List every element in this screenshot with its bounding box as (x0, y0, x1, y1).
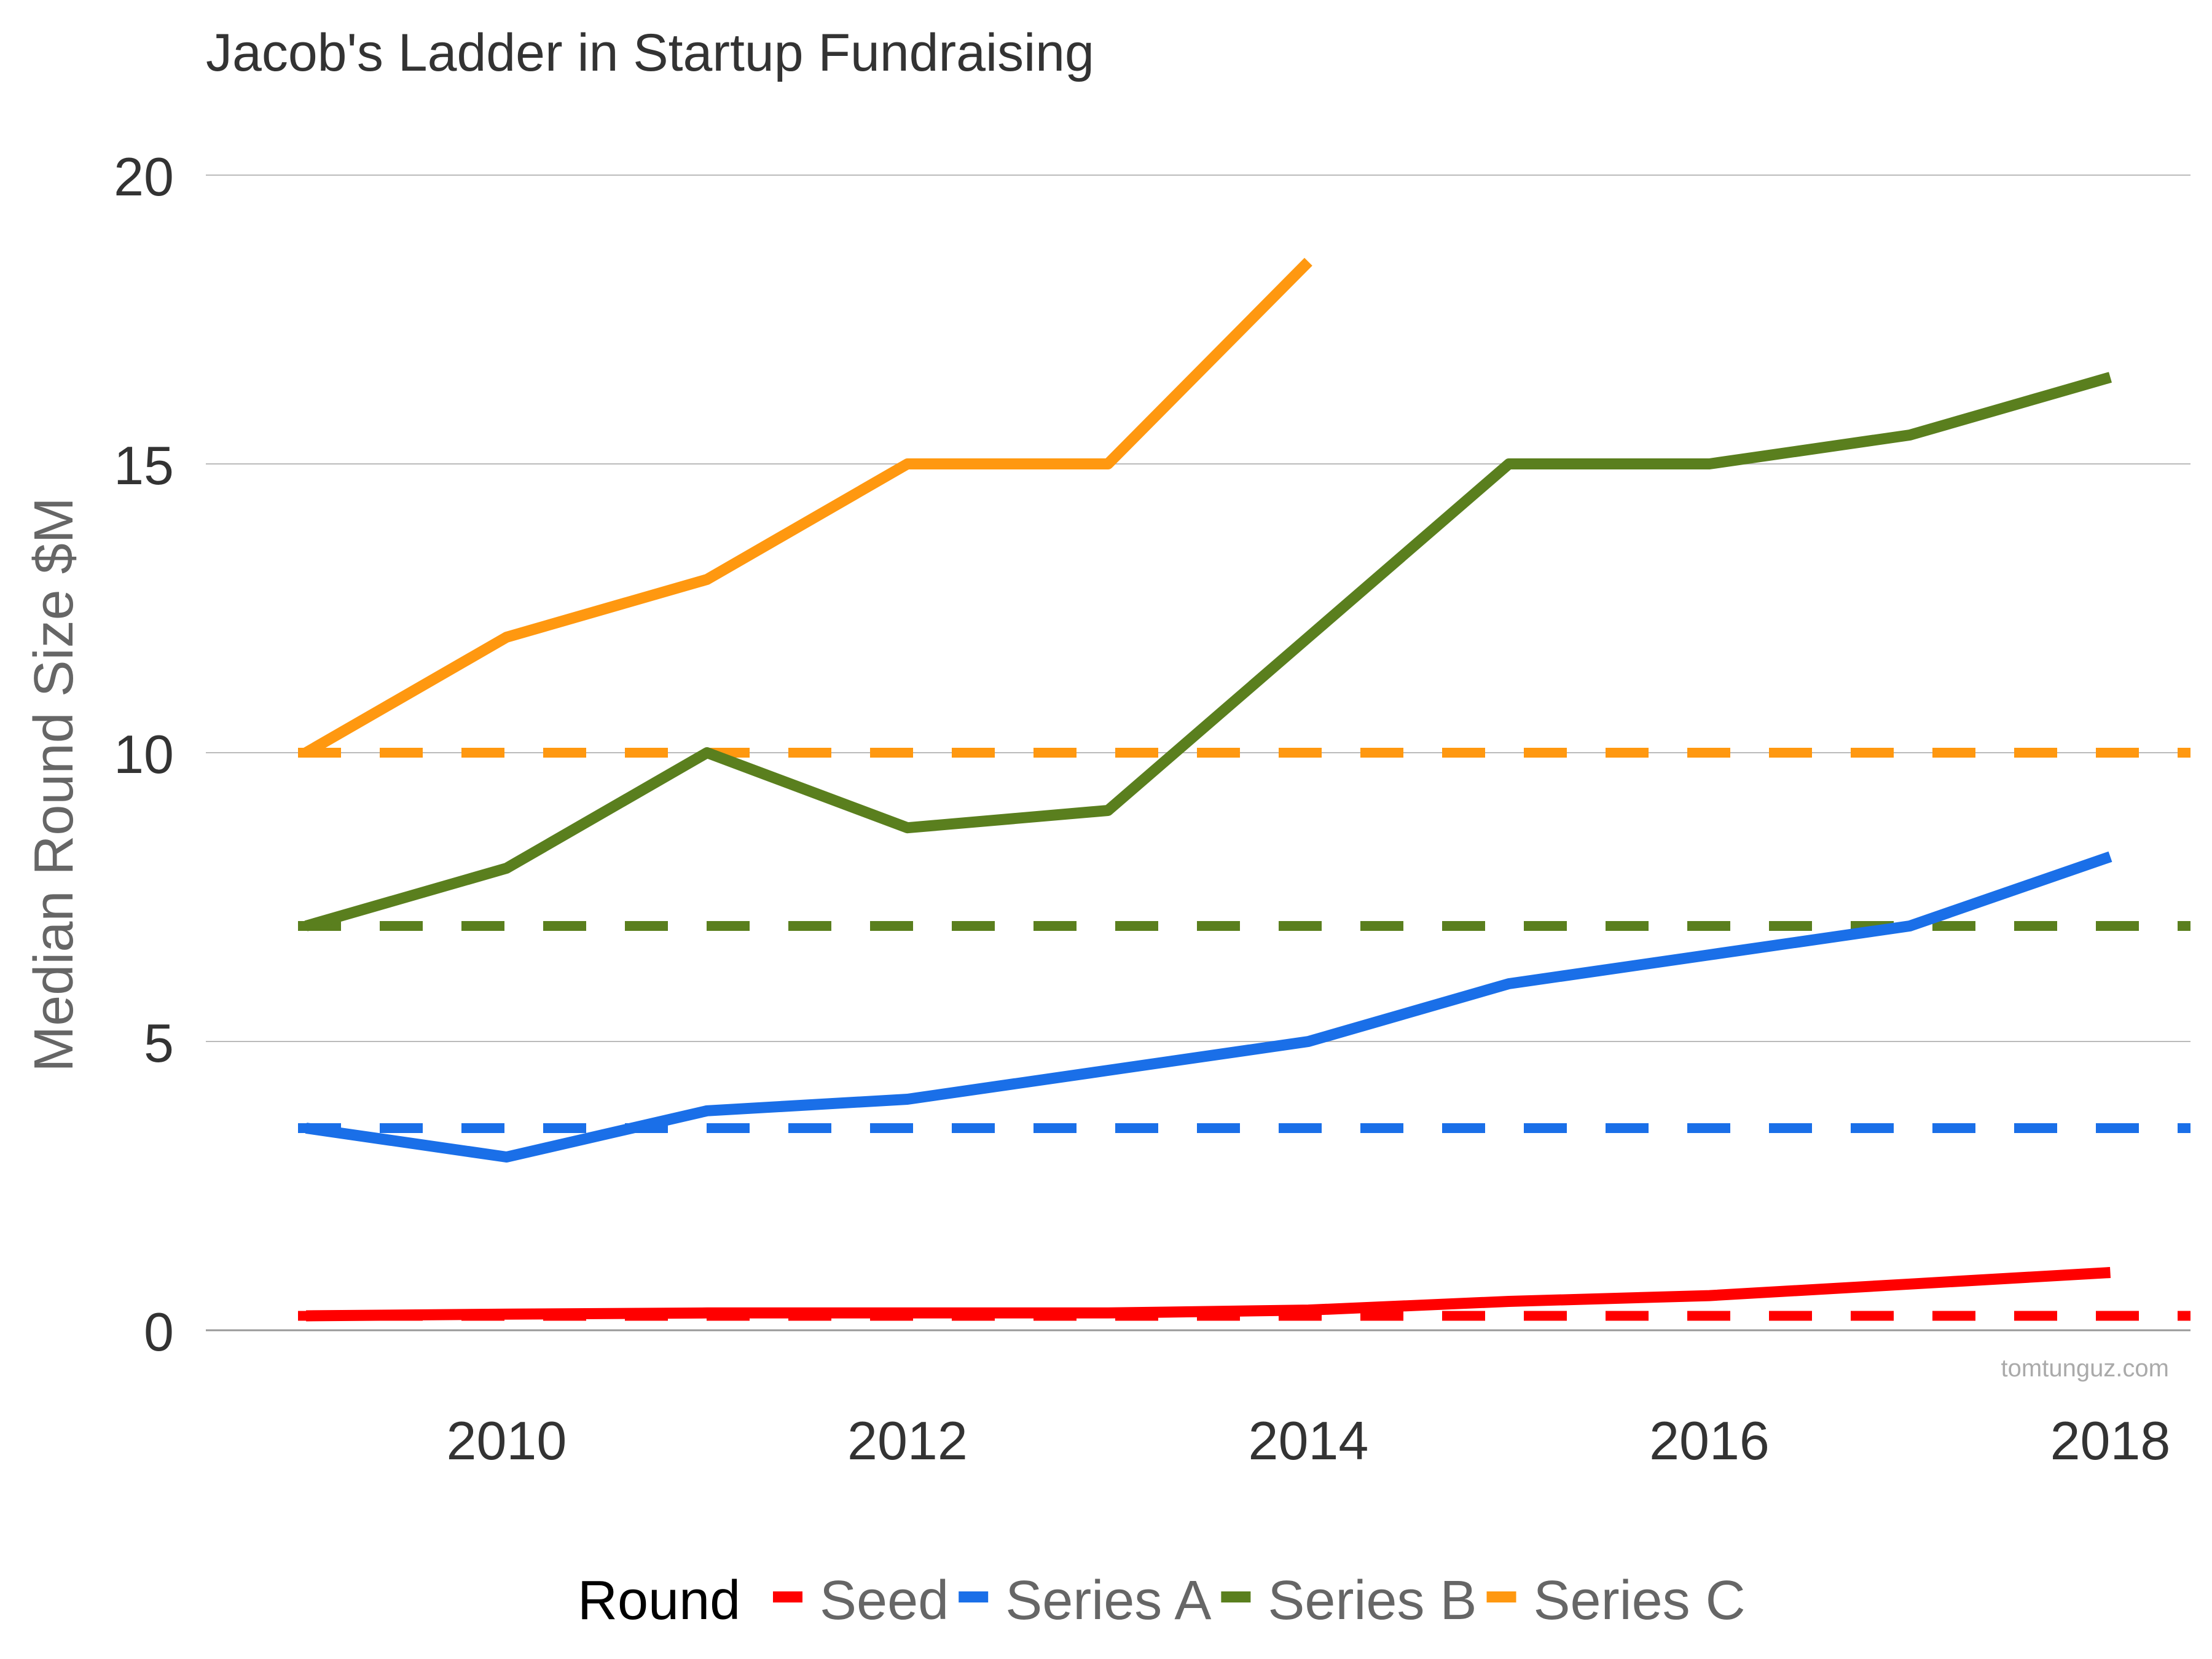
x-tick-label: 2018 (2050, 1410, 2171, 1471)
x-tick-label: 2016 (1649, 1410, 1770, 1471)
legend-swatch (773, 1591, 802, 1602)
legend-swatch (1221, 1591, 1251, 1602)
baseline-lines (298, 748, 2190, 1321)
x-tick-label: 2014 (1249, 1410, 1369, 1471)
series-line-series-c (303, 257, 1312, 758)
series-line-series-b (304, 372, 2112, 931)
y-tick-label: 10 (114, 724, 174, 785)
x-tick-labels: 2010 2012 2014 2016 2018 (447, 1410, 2171, 1471)
series-line-series-a (305, 851, 2112, 1163)
y-tick-label: 5 (144, 1013, 174, 1073)
x-tick-label: 2012 (847, 1410, 968, 1471)
y-tick-labels: 0 5 10 15 20 (114, 146, 174, 1362)
watermark: tomtunguz.com (2001, 1355, 2169, 1382)
legend-item: Series B (1268, 1570, 1477, 1631)
y-tick-label: 20 (114, 146, 174, 207)
series-line-seed (306, 1267, 2111, 1322)
x-tick-label: 2010 (447, 1410, 567, 1471)
y-tick-label: 0 (144, 1301, 174, 1362)
y-axis-label: Median Round Size $M (23, 497, 85, 1072)
series-lines (303, 257, 2112, 1322)
legend-title: Round (578, 1570, 740, 1631)
y-tick-label: 15 (114, 435, 174, 496)
legend-item: Series C (1534, 1570, 1746, 1631)
legend-swatch (959, 1591, 989, 1602)
legend-item: Seed (820, 1570, 949, 1631)
legend-swatch (1486, 1591, 1516, 1602)
legend-item: Series A (1005, 1570, 1211, 1631)
chart-title: Jacob's Ladder in Startup Fundraising (206, 23, 1094, 82)
legend: Round Seed Series A Series B Series C (578, 1570, 1746, 1631)
